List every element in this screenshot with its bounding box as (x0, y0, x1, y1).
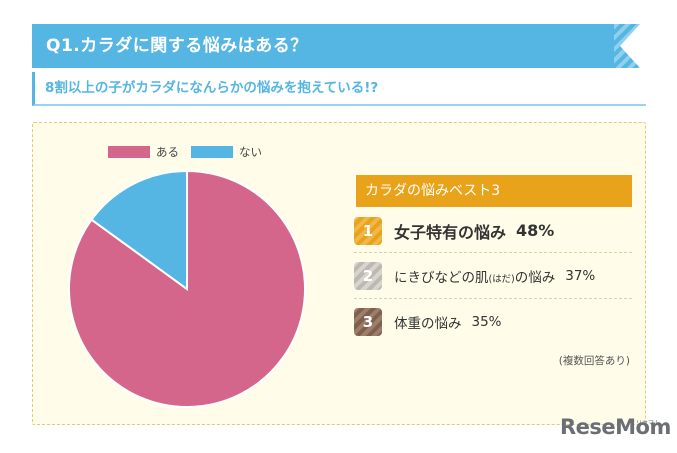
rank-label-2-reading: (はだ) (488, 273, 515, 285)
rank-label-3: 体重の悩み (394, 316, 462, 332)
rank-row-1: 1 女子特有の悩み 48% (354, 209, 632, 253)
rank-row-2: 2 にきびなどの肌(はだ)の悩み 37% (354, 253, 632, 299)
rank-label-1: 女子特有の悩み (394, 222, 507, 242)
subtitle: 8割以上の子がカラダになんらかの悩みを抱えている!? (45, 80, 379, 96)
rank-label-2: にきびなどの肌(はだ)の悩み (394, 266, 555, 286)
legend-label-aru: ある (156, 145, 179, 159)
logo-text: ReseMom (560, 415, 671, 439)
pie-chart (68, 169, 306, 408)
rank-badge-1: 1 (354, 216, 382, 245)
page-title: Q1.カラダに関する悩みはある？ (46, 36, 308, 56)
rank-label-2-pre: にきびなどの肌 (394, 269, 489, 286)
multiple-answers-note: (複数回答あり) (558, 355, 630, 367)
banner-notch (620, 24, 640, 68)
best3-header: カラダの悩みベスト3 (356, 175, 632, 207)
rank-pct-1: 48% (516, 221, 555, 240)
rank-badge-2: 2 (354, 261, 382, 290)
legend: ある ない (108, 145, 274, 159)
rank-row-3: 3 体重の悩み 35% (354, 299, 632, 345)
legend-item-aru: ある (108, 144, 179, 160)
legend-item-nai: ない (191, 144, 262, 160)
rank-badge-3: 3 (354, 308, 382, 336)
title-banner (32, 24, 640, 68)
subtitle-box: 8割以上の子がカラダになんらかの悩みを抱えている!? (32, 72, 646, 106)
rank-pct-3: 35% (471, 314, 502, 330)
legend-swatch-aru (108, 146, 150, 158)
rank-pct-2: 37% (565, 267, 596, 284)
legend-label-nai: ない (239, 145, 262, 159)
rank-label-2-post: の悩み (514, 269, 556, 286)
pie-slice-nai (90, 169, 188, 291)
logo-mark: リセマム (636, 420, 661, 427)
legend-swatch-nai (191, 146, 233, 158)
resemom-logo: ReseMom (560, 415, 671, 447)
